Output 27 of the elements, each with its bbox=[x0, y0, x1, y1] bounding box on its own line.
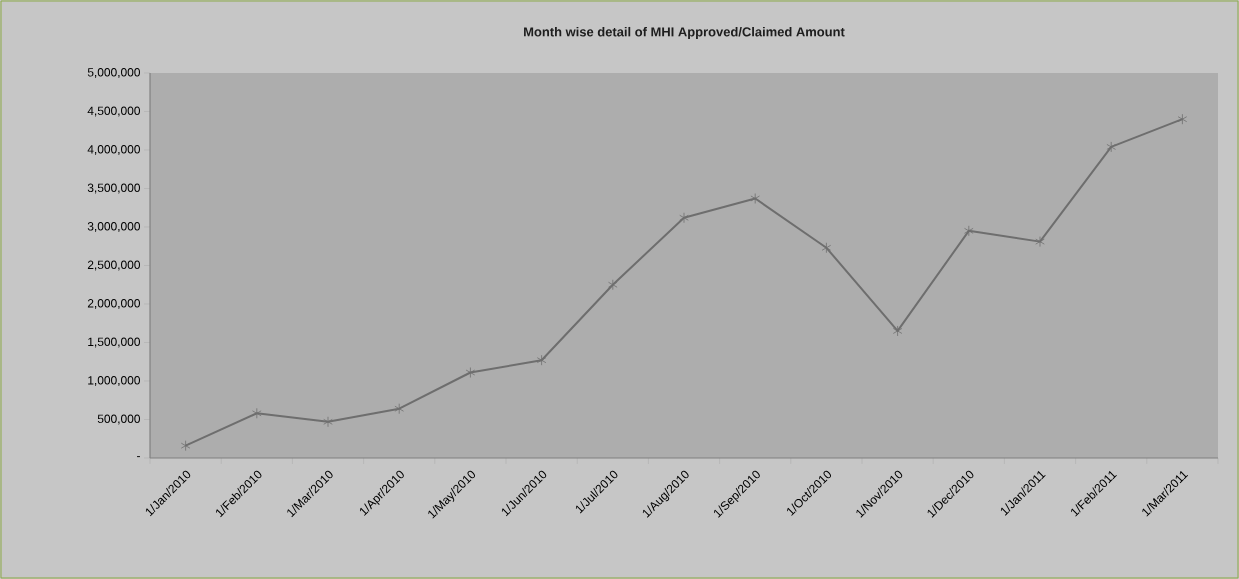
point bbox=[1106, 141, 1116, 153]
point bbox=[323, 416, 333, 428]
point bbox=[536, 354, 547, 366]
y-tick-label: - bbox=[137, 456, 140, 458]
y-tick-label: 1,500,000 bbox=[88, 337, 141, 348]
point bbox=[608, 279, 618, 291]
y-tick-label: 3,000,000 bbox=[87, 222, 141, 232]
y-tick-label: 5,000,000 bbox=[87, 68, 141, 78]
point bbox=[821, 242, 832, 254]
point bbox=[394, 403, 404, 415]
point bbox=[892, 325, 903, 337]
y-tick-label: 3,500,000 bbox=[87, 183, 141, 194]
point bbox=[750, 193, 760, 204]
y-tick-label: 4,500,000 bbox=[87, 106, 141, 117]
point bbox=[180, 440, 191, 452]
point bbox=[1177, 113, 1188, 125]
y-tick-label: 4,000,000 bbox=[87, 145, 141, 155]
y-tick-label: 2,500,000 bbox=[87, 260, 141, 271]
point bbox=[252, 407, 262, 419]
point bbox=[1035, 236, 1045, 248]
point bbox=[679, 212, 689, 224]
y-tick-label: 1,000,000 bbox=[88, 376, 141, 386]
point bbox=[964, 225, 974, 237]
point bbox=[465, 367, 476, 378]
y-tick-label: 2,000,000 bbox=[87, 299, 141, 309]
y-tick-label: 500,000 bbox=[97, 414, 141, 425]
chart-title: Month wise detail of MHI Approved/Claimed Amount bbox=[524, 26, 845, 40]
